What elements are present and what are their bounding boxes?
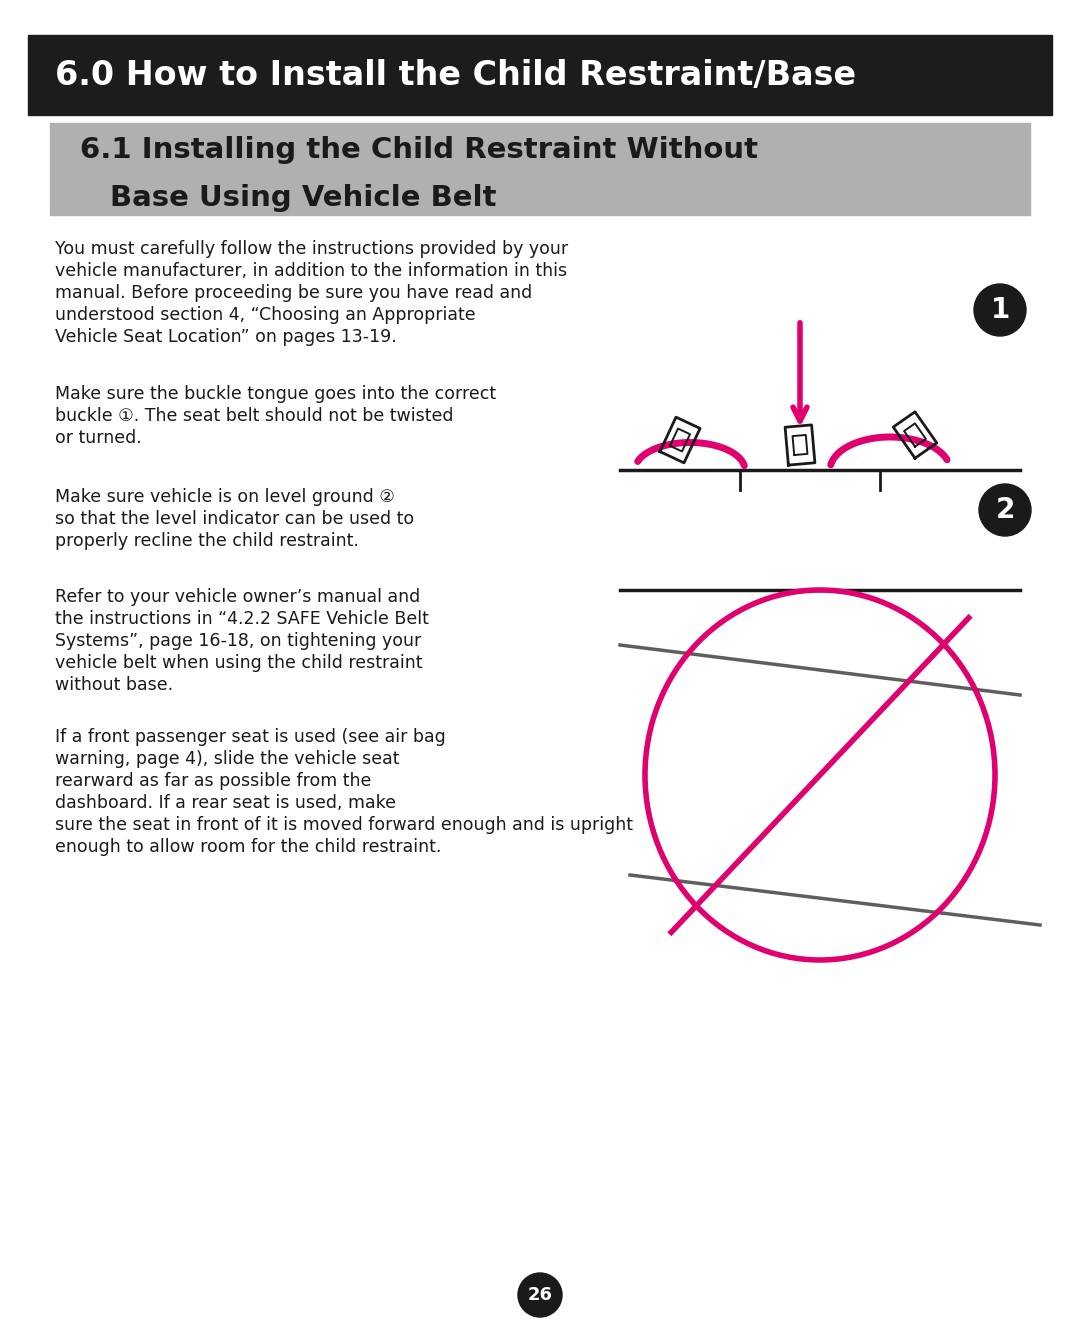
Circle shape (518, 1273, 562, 1317)
Text: properly recline the child restraint.: properly recline the child restraint. (55, 532, 359, 550)
Text: 26: 26 (527, 1286, 553, 1305)
Text: 1: 1 (990, 296, 1010, 324)
Text: dashboard. If a rear seat is used, make: dashboard. If a rear seat is used, make (55, 794, 396, 812)
Text: understood section 4, “Choosing an Appropriate: understood section 4, “Choosing an Appro… (55, 305, 475, 324)
Text: Vehicle Seat Location” on pages 13-19.: Vehicle Seat Location” on pages 13-19. (55, 328, 396, 346)
Text: Make sure the buckle tongue goes into the correct: Make sure the buckle tongue goes into th… (55, 386, 496, 403)
Text: You must carefully follow the instructions provided by your: You must carefully follow the instructio… (55, 240, 568, 257)
Text: If a front passenger seat is used (see air bag: If a front passenger seat is used (see a… (55, 728, 446, 746)
Text: vehicle manufacturer, in addition to the information in this: vehicle manufacturer, in addition to the… (55, 261, 567, 280)
Text: the instructions in “4.2.2 SAFE Vehicle Belt: the instructions in “4.2.2 SAFE Vehicle … (55, 610, 429, 628)
Text: enough to allow room for the child restraint.: enough to allow room for the child restr… (55, 838, 442, 856)
Text: 6.0 How to Install the Child Restraint/Base: 6.0 How to Install the Child Restraint/B… (55, 59, 856, 92)
Text: Make sure vehicle is on level ground ②: Make sure vehicle is on level ground ② (55, 488, 395, 506)
Circle shape (978, 484, 1031, 536)
Text: without base.: without base. (55, 676, 173, 694)
Text: buckle ①. The seat belt should not be twisted: buckle ①. The seat belt should not be tw… (55, 407, 454, 426)
Bar (50, 123, 1030, 215)
Text: sure the seat in front of it is moved forward enough and is upright: sure the seat in front of it is moved fo… (55, 816, 633, 834)
Text: 2: 2 (996, 496, 1015, 524)
Text: manual. Before proceeding be sure you have read and: manual. Before proceeding be sure you ha… (55, 284, 532, 301)
Text: 6.1 Installing the Child Restraint Without: 6.1 Installing the Child Restraint Witho… (80, 136, 758, 164)
Text: Refer to your vehicle owner’s manual and: Refer to your vehicle owner’s manual and (55, 588, 420, 606)
Text: or turned.: or turned. (55, 430, 141, 447)
Text: vehicle belt when using the child restraint: vehicle belt when using the child restra… (55, 654, 422, 672)
Text: Base Using Vehicle Belt: Base Using Vehicle Belt (110, 184, 497, 212)
Text: so that the level indicator can be used to: so that the level indicator can be used … (55, 510, 414, 528)
Text: warning, page 4), slide the vehicle seat: warning, page 4), slide the vehicle seat (55, 750, 400, 768)
Text: Systems”, page 16-18, on tightening your: Systems”, page 16-18, on tightening your (55, 632, 421, 650)
Circle shape (974, 284, 1026, 336)
Text: rearward as far as possible from the: rearward as far as possible from the (55, 772, 372, 790)
Bar (28, 35, 1052, 115)
